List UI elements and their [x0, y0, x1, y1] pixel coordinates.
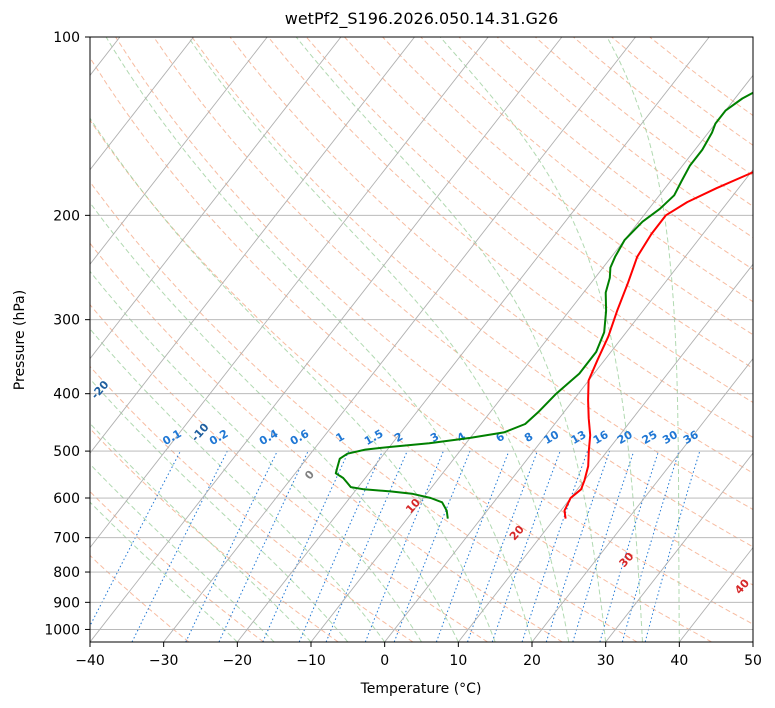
y-tick-label: 1000 — [44, 622, 80, 638]
mixing-ratio-lines — [90, 450, 701, 642]
moist-adiabat-line — [90, 463, 275, 642]
mixing-ratio-line — [325, 450, 408, 642]
isotherm-line — [90, 37, 415, 454]
x-tick-label: −20 — [223, 653, 253, 669]
temperature-line — [563, 171, 753, 519]
mixing-ratio-line — [545, 450, 611, 642]
x-tick-label: 0 — [380, 653, 389, 669]
x-tick-label: 50 — [744, 653, 762, 669]
isotherm-line — [752, 641, 753, 642]
plot-area — [90, 37, 753, 642]
mixing-ratio-line — [262, 450, 350, 642]
y-axis-ticks: 100 200 300 400 500 600 700 800 900 1000 — [44, 30, 90, 638]
x-tick-label: 10 — [449, 653, 467, 669]
isotherm-line — [457, 263, 753, 642]
moist-adiabat-line — [606, 37, 680, 642]
dry-adiabat-line — [90, 490, 264, 642]
y-tick-label: 300 — [53, 313, 80, 329]
dry-adiabat-line — [90, 56, 753, 625]
profile-lines — [334, 91, 753, 519]
y-tick-label: 200 — [53, 208, 80, 224]
y-tick-label: 600 — [53, 491, 80, 507]
isotherm-line — [90, 37, 563, 642]
x-tick-label: −40 — [75, 653, 105, 669]
mixing-ratio-line — [298, 450, 383, 642]
moist-adiabat-line — [90, 270, 422, 642]
moist-adiabat-line — [187, 37, 570, 642]
mixing-ratio-line — [621, 450, 680, 642]
isotherm-line — [90, 37, 194, 171]
plot-frame — [89, 36, 754, 643]
isotherm-line — [310, 74, 753, 642]
x-axis-ticks: −40 −30 −20 −10 0 10 20 30 40 50 — [75, 642, 762, 669]
isobars — [90, 37, 753, 630]
moist-adiabat-line — [90, 378, 349, 642]
mixing-ratio-line — [599, 450, 659, 642]
isotherm-line — [163, 37, 636, 642]
dry-adiabats — [90, 37, 753, 642]
isotherm-line — [384, 169, 753, 642]
y-tick-label: 700 — [53, 531, 80, 547]
y-tick-label: 500 — [53, 444, 80, 460]
y-tick-label: 800 — [53, 565, 80, 581]
dry-adiabat-line — [305, 37, 753, 403]
x-tick-label: 30 — [597, 653, 615, 669]
dry-adiabat-line — [229, 37, 753, 474]
isotherm-line — [90, 37, 489, 549]
moist-adiabat-line — [439, 37, 643, 642]
mixing-ratio-line — [491, 450, 561, 642]
y-axis-title: Pressure (hPa) — [12, 290, 28, 390]
moist-adiabat-line — [105, 37, 533, 642]
dry-adiabat-line — [90, 303, 488, 642]
dry-adiabat-line — [115, 37, 753, 586]
dry-adiabat-line — [90, 181, 638, 642]
isotherm-line — [90, 37, 268, 265]
mixing-ratio-line — [572, 450, 635, 642]
x-axis-title: Temperature (°C) — [360, 681, 482, 697]
dry-adiabat-line — [90, 365, 414, 642]
x-tick-label: 40 — [670, 653, 688, 669]
dry-adiabat-line — [90, 242, 563, 642]
dry-adiabat-line — [90, 119, 712, 642]
dry-adiabat-line — [90, 554, 190, 642]
y-tick-label: 900 — [53, 595, 80, 611]
x-tick-label: −30 — [149, 653, 179, 669]
moist-adiabat-line — [90, 328, 386, 642]
dewpoint-line — [334, 91, 753, 519]
isotherm-line — [605, 452, 753, 642]
y-tick-label: 400 — [53, 387, 80, 403]
mixing-ratio-line — [364, 450, 444, 642]
mixing-ratio-line — [521, 450, 588, 642]
x-tick-label: −10 — [296, 653, 326, 669]
isotherm-line — [90, 37, 342, 360]
mixing-ratio-line — [467, 450, 538, 642]
isotherm-line — [531, 357, 753, 642]
moist-adiabat-line — [90, 117, 496, 642]
y-tick-label: 100 — [53, 30, 80, 46]
dry-adiabat-line — [382, 37, 753, 336]
dry-adiabat-line — [344, 37, 753, 369]
mixing-ratio-line — [435, 450, 510, 642]
chart-title: wetPf2_S196.2026.050.14.31.G26 — [284, 9, 559, 28]
isotherm-line — [236, 37, 710, 642]
x-tick-label: 20 — [523, 653, 541, 669]
isotherms — [90, 37, 753, 642]
